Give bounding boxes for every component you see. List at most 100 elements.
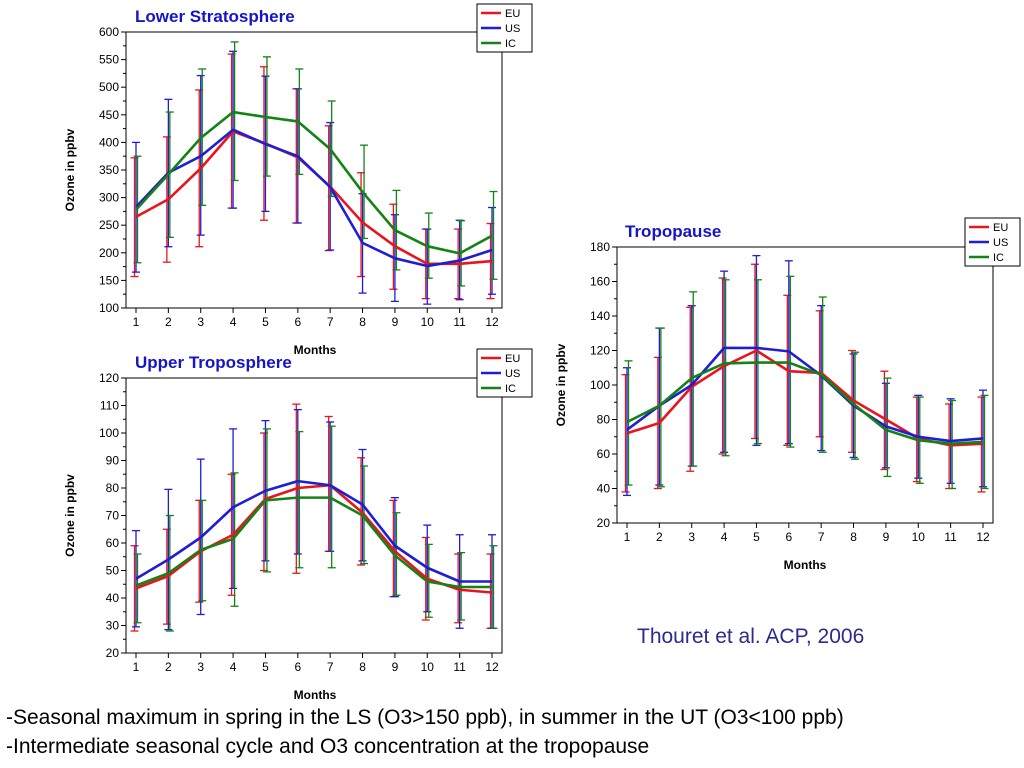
series-line-eu (135, 483, 493, 594)
series-line-us (626, 346, 984, 443)
y-tick-label: 140 (590, 309, 610, 323)
chart-title: Lower Stratosphere (135, 7, 295, 26)
x-tick-label: 9 (392, 660, 399, 674)
y-tick-label: 30 (106, 619, 120, 633)
x-tick-label: 7 (818, 530, 825, 544)
y-tick-label: 300 (99, 191, 119, 205)
legend-label: EU (505, 8, 520, 20)
chart-0: 100 150 200 250 300 350 400 450 500 550 600 1 2 3 4 5 6 7… (63, 3, 533, 357)
citation: Thouret et al. ACP, 2006 (637, 625, 865, 648)
y-tick-label: 120 (590, 344, 610, 358)
y-tick-label: 100 (99, 301, 119, 315)
x-tick-label: 2 (165, 660, 172, 674)
legend-label: IC (993, 252, 1004, 264)
y-axis-label: Ozone in ppbv (554, 343, 568, 426)
x-tick-label: 9 (392, 315, 399, 329)
y-tick-label: 250 (99, 218, 119, 232)
plot-frame (125, 377, 503, 654)
y-axis-label: Ozone in ppbv (63, 474, 77, 557)
x-tick-label: 11 (944, 530, 957, 544)
x-tick-label: 3 (688, 530, 695, 544)
y-tick-label: 180 (590, 240, 610, 254)
x-tick-label: 7 (327, 660, 334, 674)
y-tick-label: 200 (99, 246, 119, 260)
x-tick-label: 12 (485, 660, 499, 674)
y-tick-label: 110 (100, 399, 119, 413)
plot-frame (616, 246, 994, 524)
y-tick-label: 40 (597, 482, 611, 496)
x-tick-label: 4 (230, 660, 237, 674)
y-tick-label: 20 (106, 646, 120, 660)
legend-label: US (505, 23, 520, 35)
x-tick-label: 5 (262, 315, 269, 329)
series-line-us (135, 128, 493, 268)
y-tick-label: 120 (99, 371, 119, 385)
x-tick-label: 5 (262, 660, 269, 674)
y-tick-label: 90 (106, 454, 120, 468)
x-tick-label: 3 (197, 660, 204, 674)
x-tick-label: 12 (976, 530, 990, 544)
x-tick-label: 4 (230, 315, 237, 329)
y-tick-label: 70 (106, 509, 120, 523)
x-tick-label: 5 (753, 530, 760, 544)
series-line-ic (135, 110, 493, 255)
y-tick-label: 100 (590, 378, 610, 392)
x-tick-label: 6 (785, 530, 792, 544)
y-tick-label: 20 (597, 516, 611, 530)
y-tick-label: 400 (99, 135, 119, 149)
series-line-ic (135, 496, 492, 589)
y-tick-label: 50 (106, 564, 120, 578)
x-tick-label: 11 (453, 660, 466, 674)
chart-title: Tropopause (625, 222, 721, 241)
x-tick-label: 4 (721, 530, 728, 544)
series-line-us (135, 479, 492, 583)
x-tick-label: 6 (294, 660, 301, 674)
y-tick-label: 550 (99, 53, 119, 67)
legend-label: US (993, 237, 1008, 249)
note-line-2: -Intermediate seasonal cycle and O3 conc… (6, 735, 650, 758)
y-tick-label: 500 (99, 80, 119, 94)
x-tick-label: 8 (359, 315, 366, 329)
x-tick-label: 10 (421, 315, 435, 329)
y-tick-label: 150 (99, 273, 119, 287)
series-line-ic (626, 361, 984, 445)
x-tick-label: 2 (165, 315, 172, 329)
legend-label: IC (505, 38, 516, 50)
y-axis-label: Ozone in ppbv (63, 128, 77, 211)
x-tick-label: 1 (624, 530, 631, 544)
x-tick-label: 10 (912, 530, 926, 544)
y-tick-label: 80 (106, 481, 120, 495)
x-tick-label: 1 (133, 315, 140, 329)
x-tick-label: 8 (850, 530, 857, 544)
y-tick-label: 350 (99, 163, 119, 177)
x-axis-label: Months (294, 343, 337, 357)
x-tick-label: 11 (453, 315, 466, 329)
y-tick-label: 60 (106, 536, 120, 550)
x-tick-label: 3 (197, 315, 204, 329)
x-tick-label: 2 (656, 530, 663, 544)
y-tick-label: 450 (99, 108, 119, 122)
y-tick-label: 100 (99, 426, 119, 440)
legend-label: US (505, 368, 520, 380)
x-tick-label: 7 (327, 315, 334, 329)
note-line-1: -Seasonal maximum in spring in the LS (O… (6, 706, 844, 729)
y-tick-label: 80 (597, 413, 611, 427)
x-axis-label: Months (294, 688, 337, 700)
x-tick-label: 10 (421, 660, 435, 674)
x-axis-label: Months (784, 558, 827, 572)
notes-block: -Seasonal maximum in spring in the LS (O… (6, 703, 844, 761)
chart-title: Upper Troposphere (135, 353, 292, 372)
x-tick-label: 6 (294, 315, 301, 329)
x-tick-label: 1 (133, 660, 140, 674)
legend-label: IC (505, 383, 516, 395)
legend-label: EU (993, 222, 1008, 234)
y-tick-label: 60 (597, 447, 611, 461)
y-tick-label: 600 (99, 25, 119, 39)
x-tick-label: 8 (359, 660, 366, 674)
y-tick-label: 160 (590, 275, 610, 289)
x-tick-label: 9 (883, 530, 890, 544)
legend-label: EU (505, 353, 520, 365)
